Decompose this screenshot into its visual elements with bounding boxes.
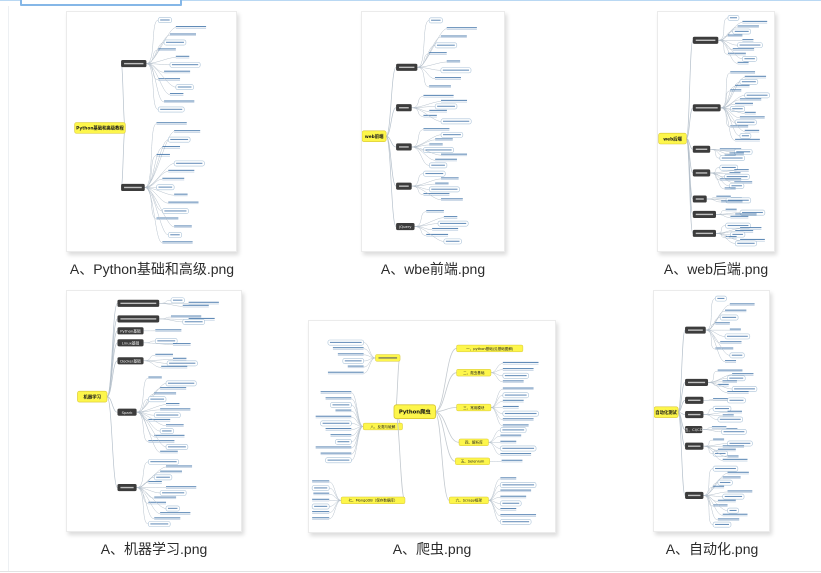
- svg-text:三、常用模块: 三、常用模块: [463, 405, 485, 410]
- svg-text:Python基础: Python基础: [120, 328, 141, 333]
- svg-text:web前端: web前端: [365, 133, 384, 140]
- thumbnail-automation-card[interactable]: 五、CI/CD 自动化测试: [653, 290, 770, 532]
- top-divider: [0, 0, 821, 1]
- svg-text:自动化测试: 自动化测试: [655, 409, 677, 416]
- svg-text:六、Scrapy框架: 六、Scrapy框架: [456, 498, 483, 503]
- svg-text:二、爬虫基础: 二、爬虫基础: [463, 370, 485, 375]
- svg-text:五、Selenium: 五、Selenium: [461, 460, 485, 464]
- svg-text:Docker基础: Docker基础: [120, 358, 141, 363]
- svg-text:jQuery: jQuery: [398, 225, 412, 229]
- svg-text:web后端: web后端: [663, 135, 682, 142]
- mindmap-preview: 五、CI/CD 自动化测试: [654, 295, 758, 528]
- caption-web-frontend: A、wbe前端.png: [380, 261, 486, 277]
- thumbnail-web-frontend-card[interactable]: jQuery web前端: [361, 11, 505, 252]
- caption-python-basics: A、Python基础和高级.png: [69, 261, 235, 277]
- svg-text:Python基础和高级教程: Python基础和高级教程: [76, 125, 124, 132]
- bottom-divider: [0, 571, 821, 572]
- svg-text:机器学习: 机器学习: [84, 393, 101, 400]
- svg-text:Python爬虫: Python爬虫: [399, 408, 432, 416]
- svg-text:七、MongoDB（保存数据库）: 七、MongoDB（保存数据库）: [349, 498, 398, 503]
- svg-text:一、python基础(见基础图解): 一、python基础(见基础图解): [466, 346, 514, 351]
- caption-web-backend: A、web后端.png: [663, 261, 769, 277]
- caption-machine-learning: A、机器学习.png: [100, 541, 208, 557]
- svg-text:四、解析库: 四、解析库: [465, 440, 483, 445]
- mindmap-preview: Python基础和高级教程: [74, 17, 207, 244]
- mindmap-preview: Python基础 Linux基础 Docker基础 Spark 机器学习: [77, 297, 219, 527]
- mindmap-preview: jQuery web前端: [362, 17, 477, 245]
- caption-automation: A、自动化.png: [665, 541, 759, 557]
- left-border: [8, 6, 9, 572]
- mindmap-preview: 一、python基础(见基础图解) 二、爬虫基础三、常用模块四、解析库五、Sele…: [311, 339, 539, 525]
- thumbnail-crawler-card[interactable]: 一、python基础(见基础图解) 二、爬虫基础 三、常用模块 四、解析库五、Sele…: [308, 320, 556, 533]
- caption-crawler: A、爬虫.png: [392, 541, 472, 557]
- focused-input[interactable]: [20, 0, 182, 6]
- svg-text:Spark: Spark: [122, 411, 134, 415]
- svg-text:Linux基础: Linux基础: [122, 340, 140, 345]
- thumbnail-python-basics-card[interactable]: Python基础和高级教程: [66, 11, 237, 252]
- svg-text:五、CI/CD: 五、CI/CD: [685, 428, 703, 432]
- mindmap-preview: web后端: [658, 15, 770, 247]
- thumbnail-web-backend-card[interactable]: web后端: [657, 11, 775, 252]
- thumbnail-machine-learning-card[interactable]: Python基础 Linux基础 Docker基础 Spark 机器学习: [66, 290, 242, 532]
- svg-text:八、反爬与破解: 八、反爬与破解: [370, 424, 395, 429]
